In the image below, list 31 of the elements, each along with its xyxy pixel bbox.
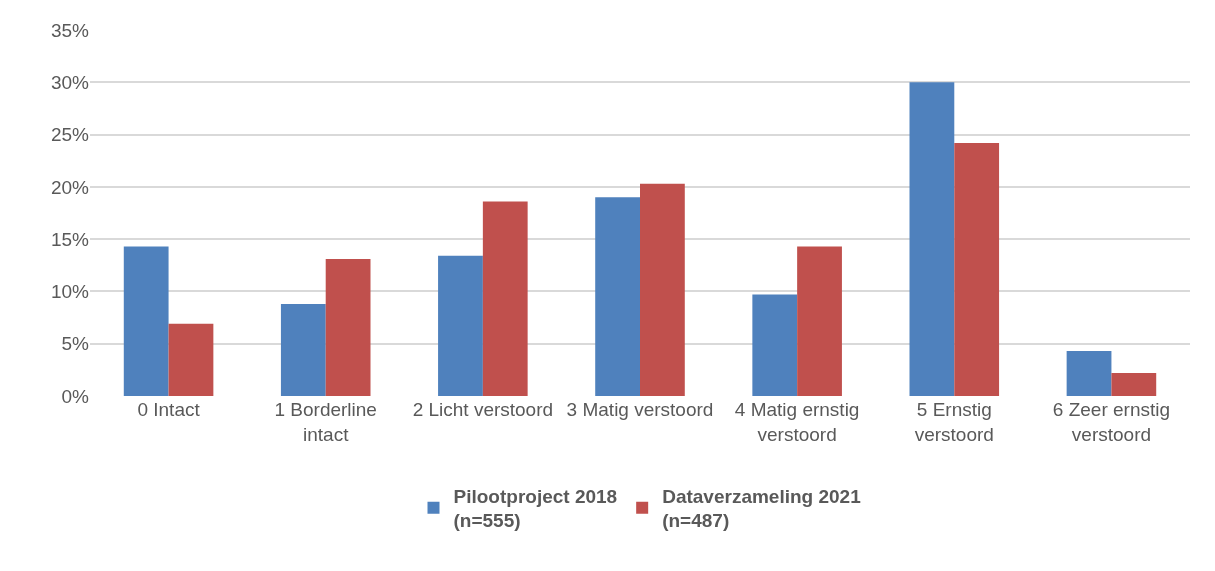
legend-label: Dataverzameling 2021 (n=487) [662, 485, 862, 532]
bar [280, 303, 326, 396]
y-tick-label: 0% [61, 385, 90, 407]
x-tick-label: 3 Matig verstoord [566, 399, 714, 420]
bar [325, 259, 371, 396]
y-tick-label: 30% [50, 71, 90, 93]
y-tick-label: 15% [50, 228, 90, 250]
bar [752, 294, 798, 396]
bar [954, 142, 1000, 396]
bar [438, 255, 483, 396]
y-tick-label: 25% [50, 124, 90, 146]
x-tick-label: 6 Zeer ernstig verstoord [1052, 399, 1171, 445]
y-tick-label: 5% [61, 333, 90, 355]
x-tick-label: 4 Matig ernstig verstoord [734, 399, 860, 445]
x-tick-label: 0 Intact [137, 399, 201, 420]
bar [797, 246, 842, 396]
x-tick-label: 5 Ernstig verstoord [914, 399, 994, 445]
y-tick-label: 35% [50, 19, 90, 41]
bar [1066, 351, 1112, 396]
x-tick-label: 1 Borderline intact [274, 399, 377, 445]
y-tick-label: 10% [50, 281, 90, 303]
bar [909, 82, 955, 396]
legend-label: Pilootproject 2018 (n=555) [453, 485, 618, 532]
bar [595, 197, 640, 396]
bar [640, 183, 685, 396]
bar [482, 201, 528, 396]
bar [168, 323, 214, 396]
y-tick-label: 20% [50, 176, 90, 198]
bar [123, 246, 169, 396]
bar [1111, 372, 1157, 396]
x-tick-label: 2 Licht verstoord [412, 399, 554, 420]
